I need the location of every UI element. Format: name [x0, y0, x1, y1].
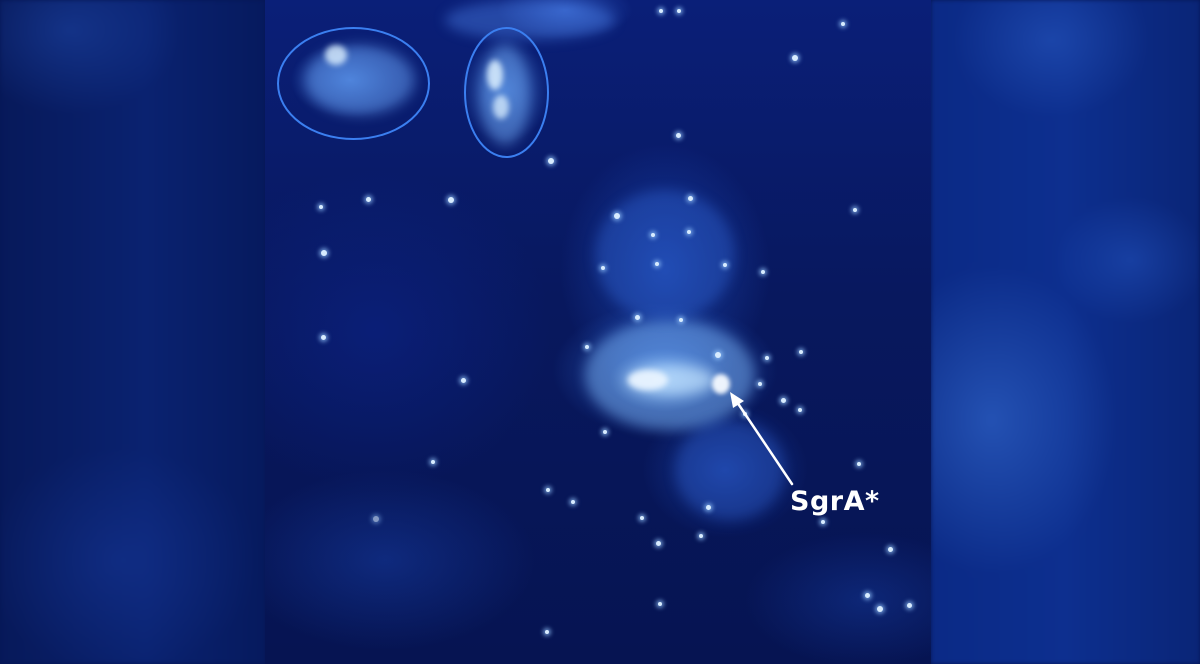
sgra-pointer-arrow [730, 392, 794, 486]
sgra-label: SgrA* [790, 486, 880, 517]
point-source [761, 270, 765, 274]
point-source [765, 356, 769, 360]
point-source [679, 318, 683, 322]
point-source [640, 516, 644, 520]
point-source [601, 266, 605, 270]
point-source [656, 541, 661, 546]
point-source [321, 335, 326, 340]
point-source [545, 630, 549, 634]
point-source [658, 602, 662, 606]
core-knot-sgra [712, 374, 730, 394]
point-source [321, 250, 327, 256]
point-source [821, 520, 825, 524]
point-source [706, 505, 711, 510]
highlight-oval-right [464, 27, 549, 158]
point-source [677, 9, 681, 13]
point-source [431, 460, 435, 464]
point-source [758, 382, 762, 386]
point-source [688, 196, 693, 201]
point-source [715, 352, 721, 358]
plume-upper [595, 190, 735, 320]
point-source [781, 398, 786, 403]
point-source [571, 500, 575, 504]
point-source [319, 205, 323, 209]
blurred-left-panel [0, 0, 265, 664]
point-source [635, 315, 640, 320]
point-source [461, 378, 466, 383]
point-source [799, 350, 803, 354]
point-source [841, 22, 845, 26]
point-source [792, 55, 798, 61]
point-source [651, 233, 655, 237]
point-source [857, 462, 861, 466]
point-source [798, 408, 802, 412]
blurred-right-panel [931, 0, 1200, 664]
point-source [603, 430, 607, 434]
point-source [548, 158, 554, 164]
point-source [546, 488, 550, 492]
point-source [676, 133, 681, 138]
point-source [614, 213, 620, 219]
point-source [373, 516, 379, 522]
plume-lower [675, 420, 785, 520]
point-source [877, 606, 883, 612]
point-source [687, 230, 691, 234]
point-source [448, 197, 454, 203]
point-source [655, 262, 659, 266]
point-source [907, 603, 912, 608]
point-source [888, 547, 893, 552]
point-source [659, 9, 663, 13]
top-stream [445, 0, 615, 40]
xray-sky-image: SgrA* [265, 0, 931, 664]
point-source [723, 263, 727, 267]
point-source [865, 593, 870, 598]
point-source [366, 197, 371, 202]
point-source [585, 345, 589, 349]
highlight-oval-left [277, 27, 430, 140]
point-source [699, 534, 703, 538]
point-source [853, 208, 857, 212]
core-knot-left [628, 370, 668, 390]
